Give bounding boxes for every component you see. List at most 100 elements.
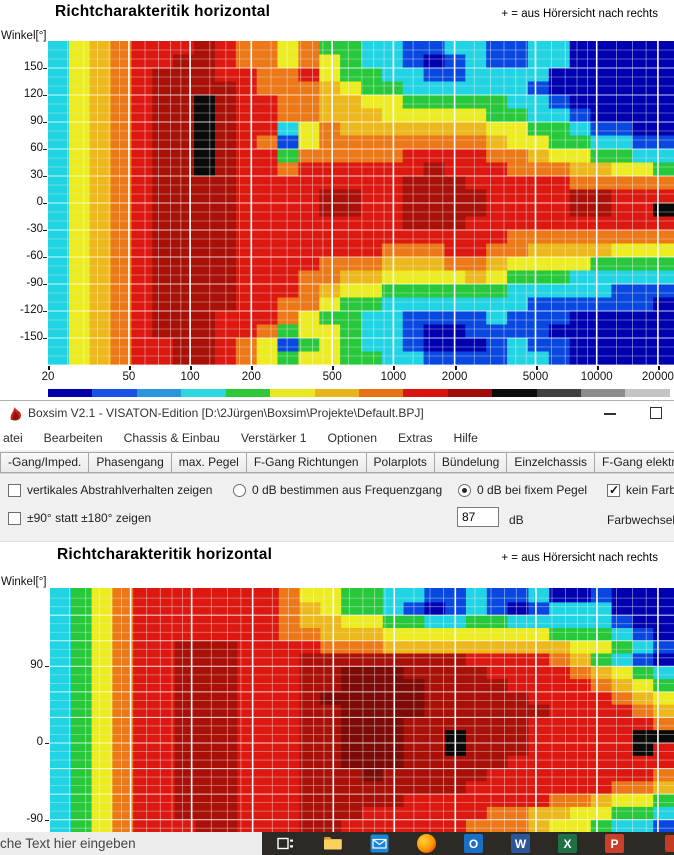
pm90-checkbox[interactable]: [8, 512, 21, 525]
x-tick-mark: [535, 366, 538, 370]
chart2-title: Richtcharakteritik horizontal: [57, 546, 273, 563]
window-titlebar[interactable]: Boxsim V2.1 - VISATON-Edition [D:\2Jürge…: [0, 400, 674, 426]
chart1-annotation: + = aus Hörersicht nach rechts: [501, 8, 658, 20]
directivity-heatmap-2: [50, 588, 674, 832]
y-tick-label: -30: [26, 223, 43, 235]
controls-panel: vertikales Abstrahlverhalten zeigen 0 dB…: [0, 473, 674, 542]
db-unit-label: dB: [509, 513, 524, 527]
y-tick-label: 30: [30, 169, 43, 181]
word-icon[interactable]: W: [511, 834, 530, 853]
file-explorer-icon[interactable]: [323, 834, 342, 853]
menu-item-hilfe[interactable]: Hilfe: [453, 430, 478, 445]
excel-letter: X: [563, 836, 572, 851]
app-icon: [10, 407, 21, 421]
x-tick-label: 20: [41, 371, 55, 383]
x-tick-label: 10000: [580, 371, 613, 383]
y-tick-mark: [43, 257, 47, 258]
y-tick-mark: [43, 176, 47, 177]
maximize-icon[interactable]: [650, 407, 662, 419]
minimize-icon[interactable]: [604, 413, 616, 415]
x-tick-mark: [332, 366, 335, 370]
word-letter: W: [514, 836, 527, 851]
menu-item-bearbeiten[interactable]: Bearbeiten: [43, 430, 103, 445]
legend-color-segment: [536, 389, 582, 397]
legend-color-segment: [314, 389, 359, 397]
tab-max-pegel[interactable]: max. Pegel: [170, 452, 247, 473]
taskbar-search-text: che Text hier eingeben: [0, 836, 136, 851]
y-tick-mark: [43, 230, 47, 231]
tab-phasengang[interactable]: Phasengang: [88, 452, 172, 473]
kein-farbsprung-label: kein Farbsp: [626, 483, 674, 497]
zero-db-fixed-radio[interactable]: [458, 484, 471, 497]
x-tick-label: 200: [241, 371, 261, 383]
y-tick-mark: [43, 284, 47, 285]
legend-color-segment: [92, 389, 137, 397]
y-tick-mark: [43, 203, 47, 204]
y-tick-label: 90: [30, 659, 43, 672]
legend-color-segment: [136, 389, 182, 397]
x-tick-mark: [48, 366, 50, 370]
zero-db-frequenzgang-label: 0 dB bestimmen aus Frequenzgang: [252, 483, 443, 497]
y-tick-label: 90: [30, 115, 43, 127]
legend-color-segment: [225, 389, 271, 397]
directivity-heatmap-1: [48, 41, 674, 365]
powerpoint-icon[interactable]: P: [605, 834, 624, 853]
x-tick-mark: [454, 366, 457, 370]
x-tick-label: 20000: [641, 371, 674, 383]
firefox-icon[interactable]: [417, 834, 436, 853]
x-tick-label: 1000: [380, 371, 407, 383]
legend-color-segment: [181, 389, 226, 397]
chart1-title: Richtcharakteritik horizontal: [55, 3, 271, 20]
vertical-behavior-label: vertikales Abstrahlverhalten zeigen: [27, 483, 213, 497]
y-tick-label: -120: [19, 304, 43, 316]
y-tick-label: 0: [36, 736, 43, 748]
menu-item-optionen[interactable]: Optionen: [327, 430, 377, 445]
tab-einzelchassis[interactable]: Einzelchassis: [506, 452, 596, 473]
tab-fgang-elektr[interactable]: F-Gang elektr.: [594, 452, 674, 473]
partial-app-icon[interactable]: [665, 835, 674, 852]
x-tick-label: 100: [180, 371, 200, 383]
farbwechsel-label: Farbwechsel a: [607, 513, 674, 527]
y-tick-mark: [43, 95, 47, 96]
menu-item-verstaerker[interactable]: Verstärker 1: [240, 430, 307, 445]
tab-fgang-richtungen[interactable]: F-Gang Richtungen: [245, 452, 367, 473]
kein-farbsprung-checkbox[interactable]: [607, 483, 620, 497]
outlook-icon[interactable]: O: [464, 834, 483, 853]
y-tick-label: 120: [23, 88, 43, 100]
excel-icon[interactable]: X: [558, 834, 577, 853]
legend-color-segment: [403, 389, 448, 397]
x-tick-mark: [128, 366, 131, 370]
legend-color-segment: [492, 389, 537, 397]
taskbar-search[interactable]: che Text hier eingeben: [0, 832, 262, 855]
tab-buendelung[interactable]: Bündelung: [433, 452, 508, 473]
x-tick-label: 2000: [441, 371, 468, 383]
menu-item-datei[interactable]: atei: [3, 430, 23, 445]
x-tick-mark: [657, 366, 660, 370]
menu-bar: atei Bearbeiten Chassis & Einbau Verstär…: [0, 425, 674, 450]
legend-color-segment: [447, 389, 493, 397]
vertical-behavior-checkbox[interactable]: [8, 484, 21, 497]
zero-db-frequenzgang-radio[interactable]: [233, 484, 246, 497]
task-view-icon[interactable]: [276, 834, 295, 853]
mail-icon[interactable]: [370, 834, 389, 853]
chart1-y-axis-label: Winkel[°]: [1, 30, 47, 42]
window-title: Boxsim V2.1 - VISATON-Edition [D:\2Jürge…: [28, 406, 424, 420]
y-tick-label: 0: [36, 196, 43, 208]
zero-db-fixed-label: 0 dB bei fixem Pegel: [477, 483, 588, 497]
x-tick-label: 500: [322, 371, 342, 383]
tab-polarplots[interactable]: Polarplots: [365, 452, 435, 473]
menu-item-extras[interactable]: Extras: [398, 430, 433, 445]
tab-fgang-imped[interactable]: -Gang/Imped.: [0, 452, 90, 473]
outlook-letter: O: [468, 836, 479, 851]
x-tick-mark: [251, 366, 254, 370]
powerpoint-letter: P: [610, 836, 619, 851]
y-tick-label: -90: [26, 812, 43, 825]
x-tick-label: 50: [122, 371, 136, 383]
legend-color-segment: [270, 389, 315, 397]
y-tick-mark: [43, 311, 47, 312]
level-db-input[interactable]: [457, 507, 499, 527]
x-tick-mark: [190, 366, 193, 370]
taskbar: O W X P: [262, 832, 674, 855]
menu-item-chassis-einbau[interactable]: Chassis & Einbau: [123, 430, 220, 445]
